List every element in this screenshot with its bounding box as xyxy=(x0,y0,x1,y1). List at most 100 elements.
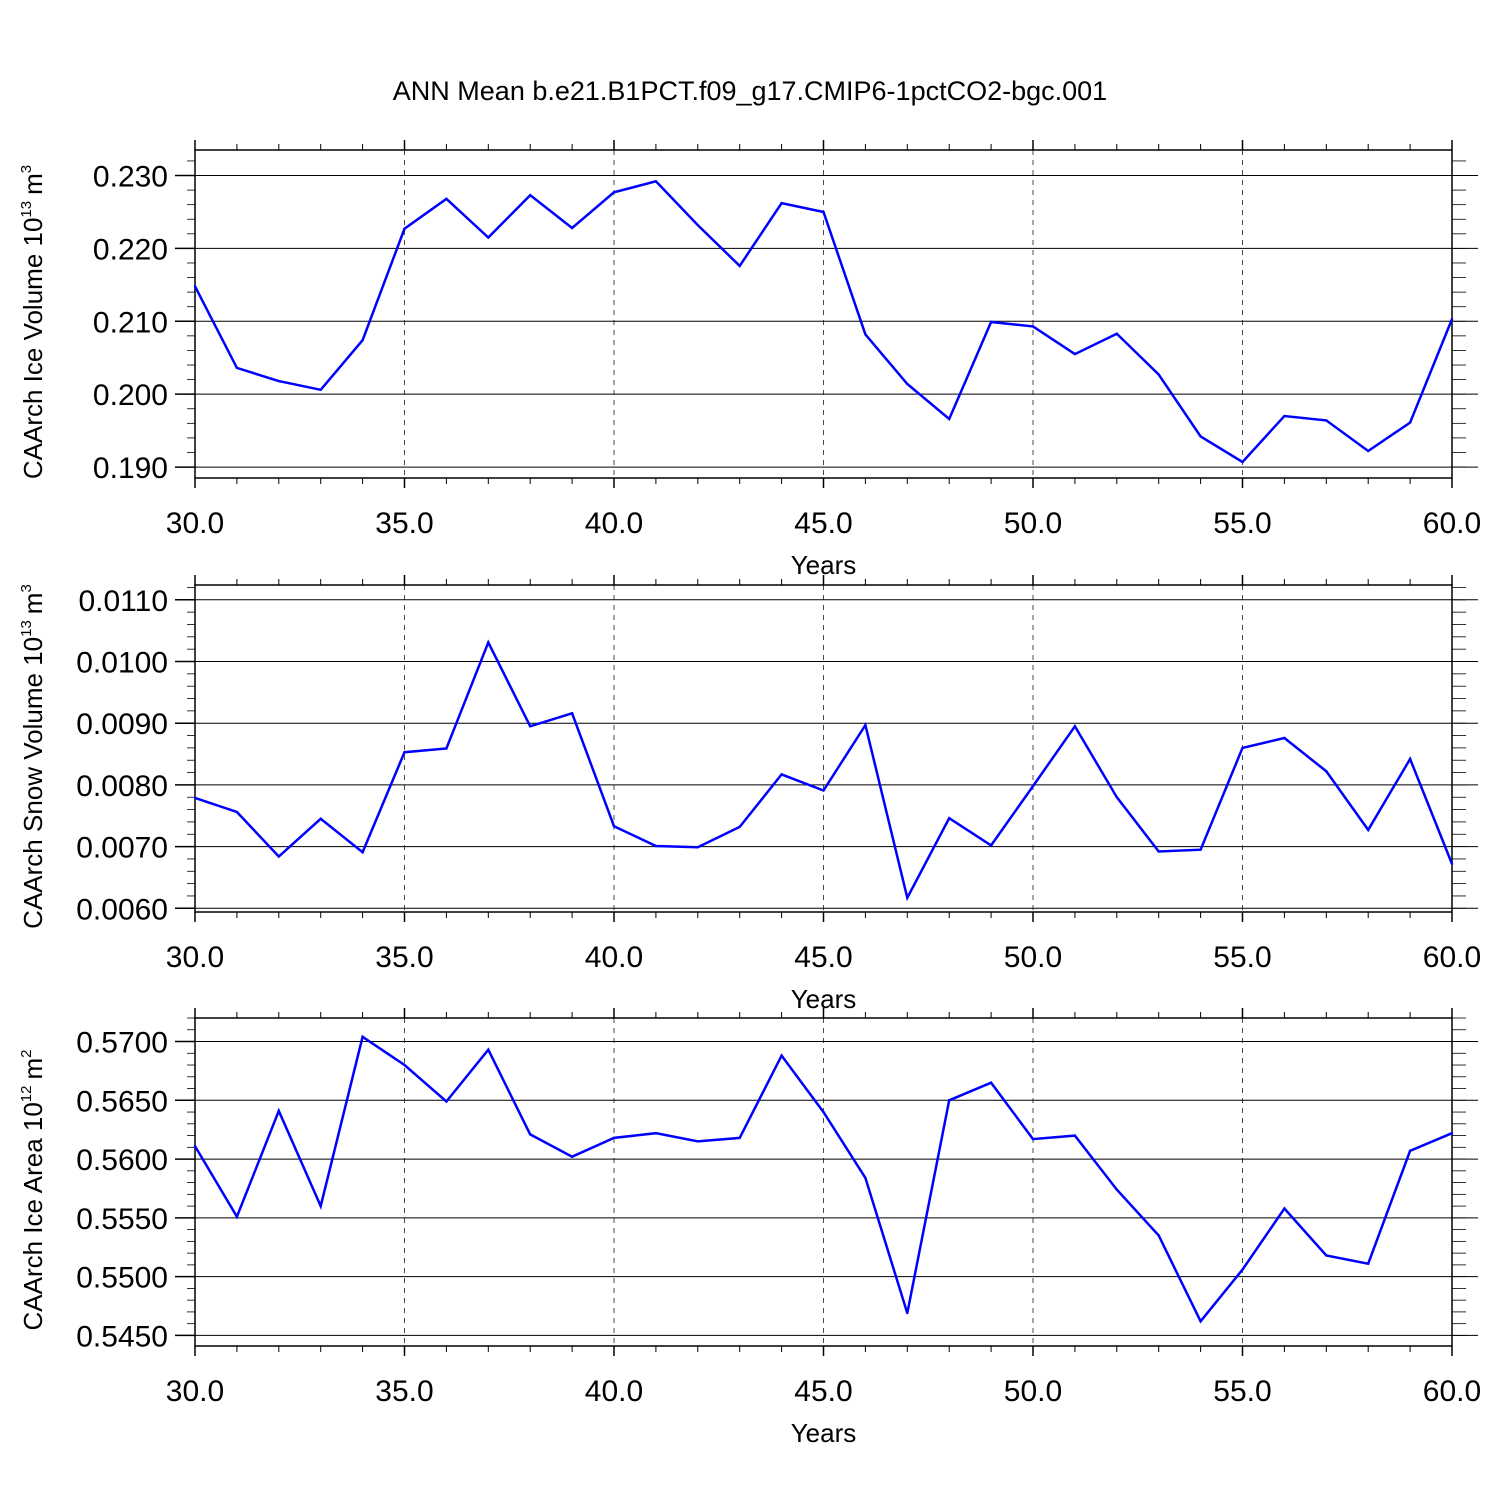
data-point xyxy=(193,1144,197,1148)
y-tick-label: 0.0060 xyxy=(76,893,168,926)
y-tick-label: 0.0090 xyxy=(76,708,168,741)
x-tick-label: 60.0 xyxy=(1423,507,1481,540)
x-tick-label: 30.0 xyxy=(166,1375,224,1408)
x-axis-label: Years xyxy=(791,1418,857,1448)
data-point xyxy=(235,810,239,814)
x-tick-label: 60.0 xyxy=(1423,1375,1481,1408)
data-point xyxy=(948,1099,951,1102)
data-point xyxy=(570,712,574,715)
x-tick-label: 30.0 xyxy=(166,507,224,540)
data-point xyxy=(906,1311,909,1315)
data-point xyxy=(989,1081,993,1084)
y-axis-label-unit: m xyxy=(18,173,48,195)
data-point xyxy=(1199,1320,1202,1323)
data-point xyxy=(1157,373,1160,376)
data-point xyxy=(612,191,616,194)
data-point xyxy=(1031,1137,1035,1141)
data-point xyxy=(738,825,741,829)
y-axis-label: CAArch Ice Volume 1013 m3 xyxy=(18,165,48,479)
x-tick-label: 45.0 xyxy=(794,1375,852,1408)
data-point xyxy=(1073,725,1077,728)
y-tick-label: 0.0080 xyxy=(76,770,168,803)
data-point xyxy=(612,825,616,828)
data-point xyxy=(654,1132,658,1135)
y-tick-label: 0.0100 xyxy=(76,647,168,680)
y-tick-label: 0.5500 xyxy=(76,1262,168,1295)
y-axis-label: CAArch Snow Volume 1013 m3 xyxy=(18,584,48,929)
x-tick-label: 35.0 xyxy=(375,507,433,540)
data-point xyxy=(780,1054,783,1057)
x-tick-label: 50.0 xyxy=(1004,1375,1062,1408)
data-point xyxy=(529,193,532,197)
data-point xyxy=(654,180,658,183)
data-point xyxy=(654,844,658,848)
data-point xyxy=(277,1109,280,1113)
x-tick-label: 30.0 xyxy=(166,941,224,974)
y-axis-label-exponent: 12 xyxy=(18,1085,35,1102)
data-point xyxy=(1367,1262,1370,1265)
data-point xyxy=(277,855,280,858)
data-point xyxy=(1450,1132,1454,1135)
data-point xyxy=(570,226,574,230)
data-point xyxy=(1325,419,1328,422)
data-point xyxy=(1115,796,1119,799)
data-point xyxy=(1199,848,1202,851)
y-axis-label-unit: m xyxy=(18,593,48,615)
data-point xyxy=(696,223,699,227)
data-point xyxy=(487,1048,490,1051)
data-point xyxy=(1367,449,1370,453)
data-point xyxy=(193,796,197,800)
data-point xyxy=(1199,435,1202,438)
data-point xyxy=(403,1063,406,1067)
y-tick-label: 0.230 xyxy=(93,161,168,194)
data-point xyxy=(948,417,951,421)
x-tick-label: 40.0 xyxy=(585,1375,643,1408)
data-point xyxy=(361,1035,364,1039)
y-axis-label-unit-exponent: 2 xyxy=(18,1049,35,1057)
data-point xyxy=(822,210,825,214)
data-point xyxy=(1031,325,1035,328)
data-point xyxy=(906,896,909,900)
y-tick-label: 0.5650 xyxy=(76,1085,168,1118)
data-point xyxy=(403,227,406,230)
x-tick-label: 50.0 xyxy=(1004,507,1062,540)
data-point xyxy=(1115,332,1119,335)
data-point xyxy=(1031,784,1035,788)
data-point xyxy=(529,725,532,728)
x-tick-label: 45.0 xyxy=(794,941,852,974)
data-point xyxy=(319,817,322,821)
data-point xyxy=(864,723,867,727)
y-axis-label-unit-exponent: 3 xyxy=(18,584,35,592)
data-point xyxy=(403,751,406,754)
data-point xyxy=(487,641,490,644)
data-point xyxy=(1073,1134,1077,1137)
y-axis-label-exponent: 13 xyxy=(18,201,35,218)
y-tick-label: 0.0110 xyxy=(78,585,168,618)
data-point xyxy=(1367,828,1370,832)
x-tick-label: 35.0 xyxy=(375,941,433,974)
data-point xyxy=(1283,414,1286,418)
data-point xyxy=(822,789,825,792)
data-point xyxy=(989,844,993,847)
x-tick-label: 60.0 xyxy=(1423,941,1481,974)
data-point xyxy=(989,320,993,324)
data-point xyxy=(319,1204,322,1208)
data-point xyxy=(445,1100,448,1103)
y-tick-label: 0.220 xyxy=(93,233,168,266)
data-point xyxy=(1241,460,1244,464)
data-point xyxy=(822,1110,825,1114)
data-point xyxy=(906,382,909,386)
data-point xyxy=(529,1133,532,1136)
data-point xyxy=(277,379,280,383)
y-axis-label: CAArch Ice Area 1012 m2 xyxy=(18,1049,48,1330)
data-point xyxy=(738,1136,741,1140)
data-point xyxy=(738,264,741,268)
data-point xyxy=(235,1215,239,1218)
x-tick-label: 55.0 xyxy=(1213,507,1271,540)
y-tick-label: 0.0070 xyxy=(76,832,168,865)
data-point xyxy=(1408,757,1412,761)
data-point xyxy=(864,1176,867,1180)
data-point xyxy=(1408,1149,1412,1153)
y-tick-label: 0.5550 xyxy=(76,1203,168,1236)
